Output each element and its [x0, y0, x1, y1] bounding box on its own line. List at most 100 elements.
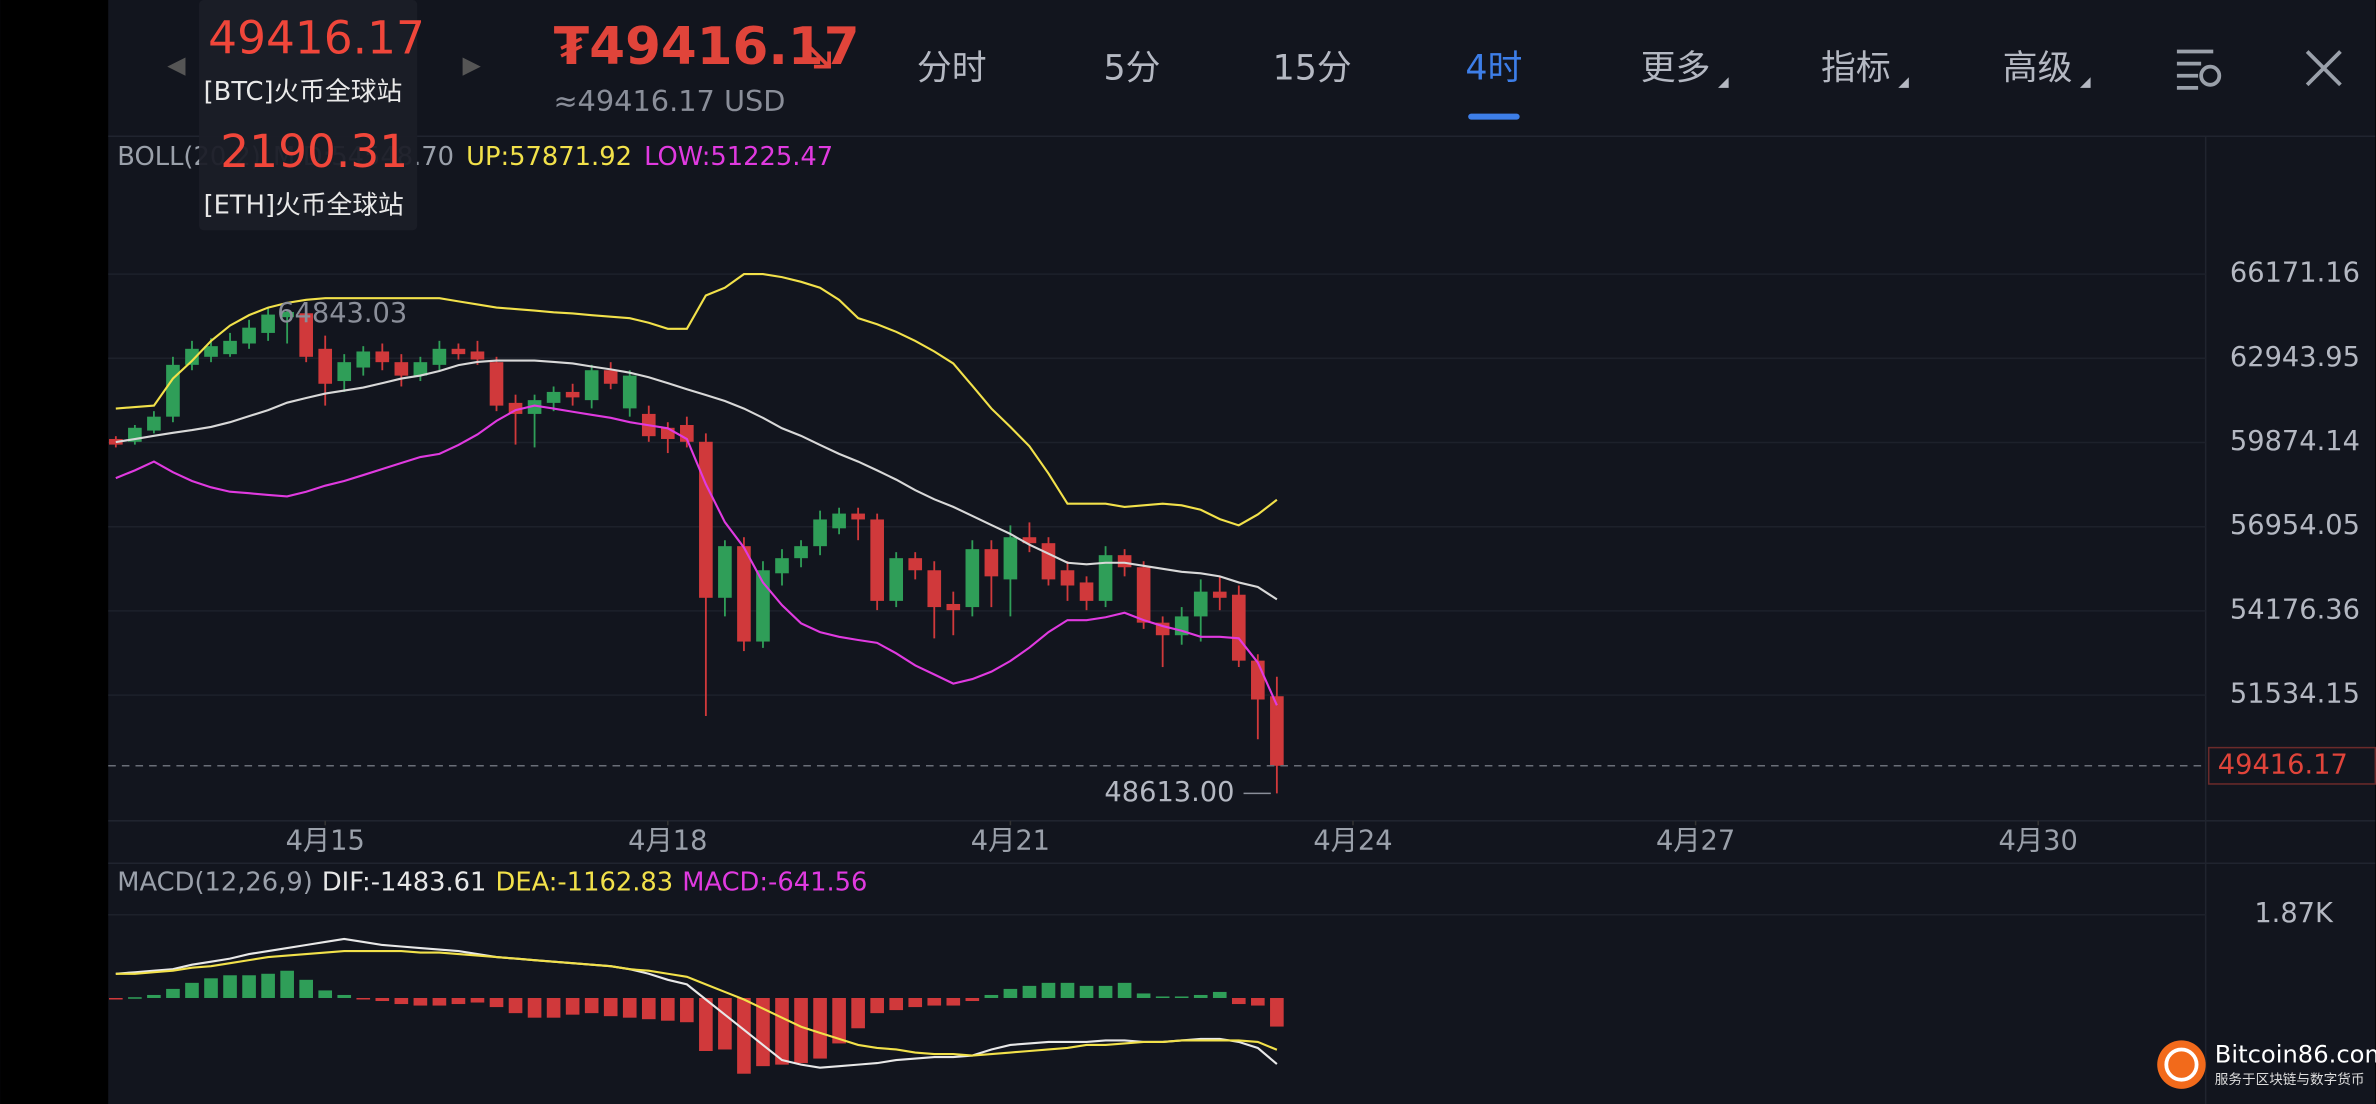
- macd-bar: [622, 997, 637, 1018]
- macd-bar: [185, 982, 199, 998]
- prev-arrow[interactable]: [167, 57, 186, 76]
- candle-body: [1117, 555, 1132, 568]
- indicator-line: [115, 949, 1278, 1057]
- macd-bar: [1251, 997, 1265, 1006]
- watermark-title: Bitcoin86.com: [2215, 1041, 2376, 1069]
- macd-bar: [470, 997, 485, 1003]
- macd-bar: [1212, 991, 1227, 998]
- macd-bar: [603, 997, 618, 1017]
- candle-body: [185, 348, 199, 365]
- candle-body: [870, 519, 884, 601]
- macd-bar: [1079, 985, 1094, 998]
- legend-entry: LOW:51225.47: [644, 142, 833, 172]
- header-price: ₮49416.17: [553, 17, 859, 77]
- candle-body: [375, 351, 390, 363]
- high-marker: 64843.03: [277, 298, 407, 329]
- candle-body: [223, 340, 237, 355]
- macd-bar: [109, 997, 123, 1000]
- macd-bar: [1060, 982, 1075, 998]
- candle-body: [508, 402, 523, 414]
- candle-body: [394, 362, 409, 376]
- legend-entry: DIF:-1483.61: [322, 867, 487, 897]
- candle-body: [147, 416, 161, 431]
- y-tick-label: 66171.16: [2230, 258, 2360, 289]
- candle-body: [489, 362, 504, 406]
- candle-body: [1060, 570, 1075, 586]
- y-tick-label: 51534.15: [2230, 679, 2360, 710]
- macd-bar: [375, 997, 390, 1002]
- tab[interactable]: 5分: [1103, 49, 1160, 89]
- candle-body: [166, 364, 180, 417]
- tab[interactable]: 指标: [1821, 49, 1891, 89]
- macd-bar: [1136, 993, 1151, 998]
- macd-bar: [775, 997, 789, 1065]
- x-tick-label: 4月21: [971, 826, 1050, 857]
- macd-bar: [546, 997, 561, 1018]
- chart-area: 66171.16 62943.95 59874.14 56954.05 54176.36…: [108, 142, 2376, 1074]
- candle-body: [622, 375, 637, 409]
- macd-bar: [1041, 982, 1056, 998]
- macd-bar: [680, 997, 694, 1023]
- next-arrow[interactable]: [462, 57, 481, 76]
- macd-bar: [128, 997, 142, 999]
- macd-bar: [1098, 985, 1113, 998]
- watermark-logo-inner: [2164, 1047, 2199, 1082]
- candle-body: [1098, 555, 1113, 601]
- macd-bar: [832, 997, 846, 1044]
- candle-body: [280, 311, 294, 318]
- macd-bar: [718, 997, 732, 1050]
- candle-body: [908, 558, 923, 571]
- last-price-box: [2207, 746, 2376, 785]
- down-arrow-icon: [806, 44, 831, 69]
- macd-bar: [299, 979, 313, 998]
- macd-bar: [1231, 997, 1246, 1005]
- tab[interactable]: 4时: [1465, 49, 1522, 89]
- settings-icon[interactable]: [2176, 49, 2222, 90]
- macd-bar: [394, 997, 409, 1005]
- candle-body: [965, 549, 980, 608]
- candle-body: [1193, 591, 1208, 617]
- popup-exchange: [ETH]火币全球站: [204, 190, 404, 220]
- candle-body: [1136, 567, 1151, 623]
- candle-body: [1212, 591, 1227, 598]
- macd-bar: [1155, 996, 1170, 998]
- close-button[interactable]: [2305, 50, 2342, 87]
- y-tick-label: 56954.05: [2230, 510, 2360, 541]
- macd-bar: [965, 997, 980, 1002]
- tab[interactable]: 更多: [1641, 49, 1711, 89]
- macd-bar: [660, 997, 675, 1021]
- tab[interactable]: 分时: [917, 49, 987, 89]
- macd-bar: [280, 970, 294, 998]
- macd-bar: [1174, 996, 1189, 998]
- candle-body: [813, 519, 827, 547]
- candle-body: [242, 327, 256, 344]
- macd-bar: [641, 997, 656, 1020]
- macd-bar: [794, 997, 808, 1064]
- x-tick-label: 4月27: [1656, 826, 1735, 857]
- watermark-subtitle: 服务于区块链与数字货币: [2215, 1071, 2365, 1088]
- macd-bar: [565, 997, 580, 1015]
- macd-bar: [204, 978, 218, 998]
- macd-bar: [489, 997, 504, 1008]
- indicator-line: [115, 937, 1278, 1069]
- macd-bar: [166, 988, 180, 998]
- candle-body: [451, 348, 466, 355]
- low-marker: 48613.00: [1104, 777, 1234, 808]
- tab[interactable]: 15分: [1273, 49, 1352, 89]
- candle-body: [432, 348, 447, 365]
- tab[interactable]: 高级: [2003, 49, 2073, 89]
- candle-body: [794, 546, 808, 559]
- macd-bar: [413, 997, 428, 1006]
- macd-bar: [147, 994, 161, 998]
- candle-body: [889, 558, 904, 601]
- macd-bar: [318, 990, 333, 998]
- candle-body: [737, 546, 751, 642]
- left-edge: [0, 0, 109, 1104]
- macd-bar: [1117, 982, 1132, 998]
- y-tick-label: 62943.95: [2230, 342, 2360, 373]
- macd-bar: [813, 997, 827, 1059]
- macd-bar: [1022, 985, 1037, 998]
- candle-body: [546, 391, 561, 403]
